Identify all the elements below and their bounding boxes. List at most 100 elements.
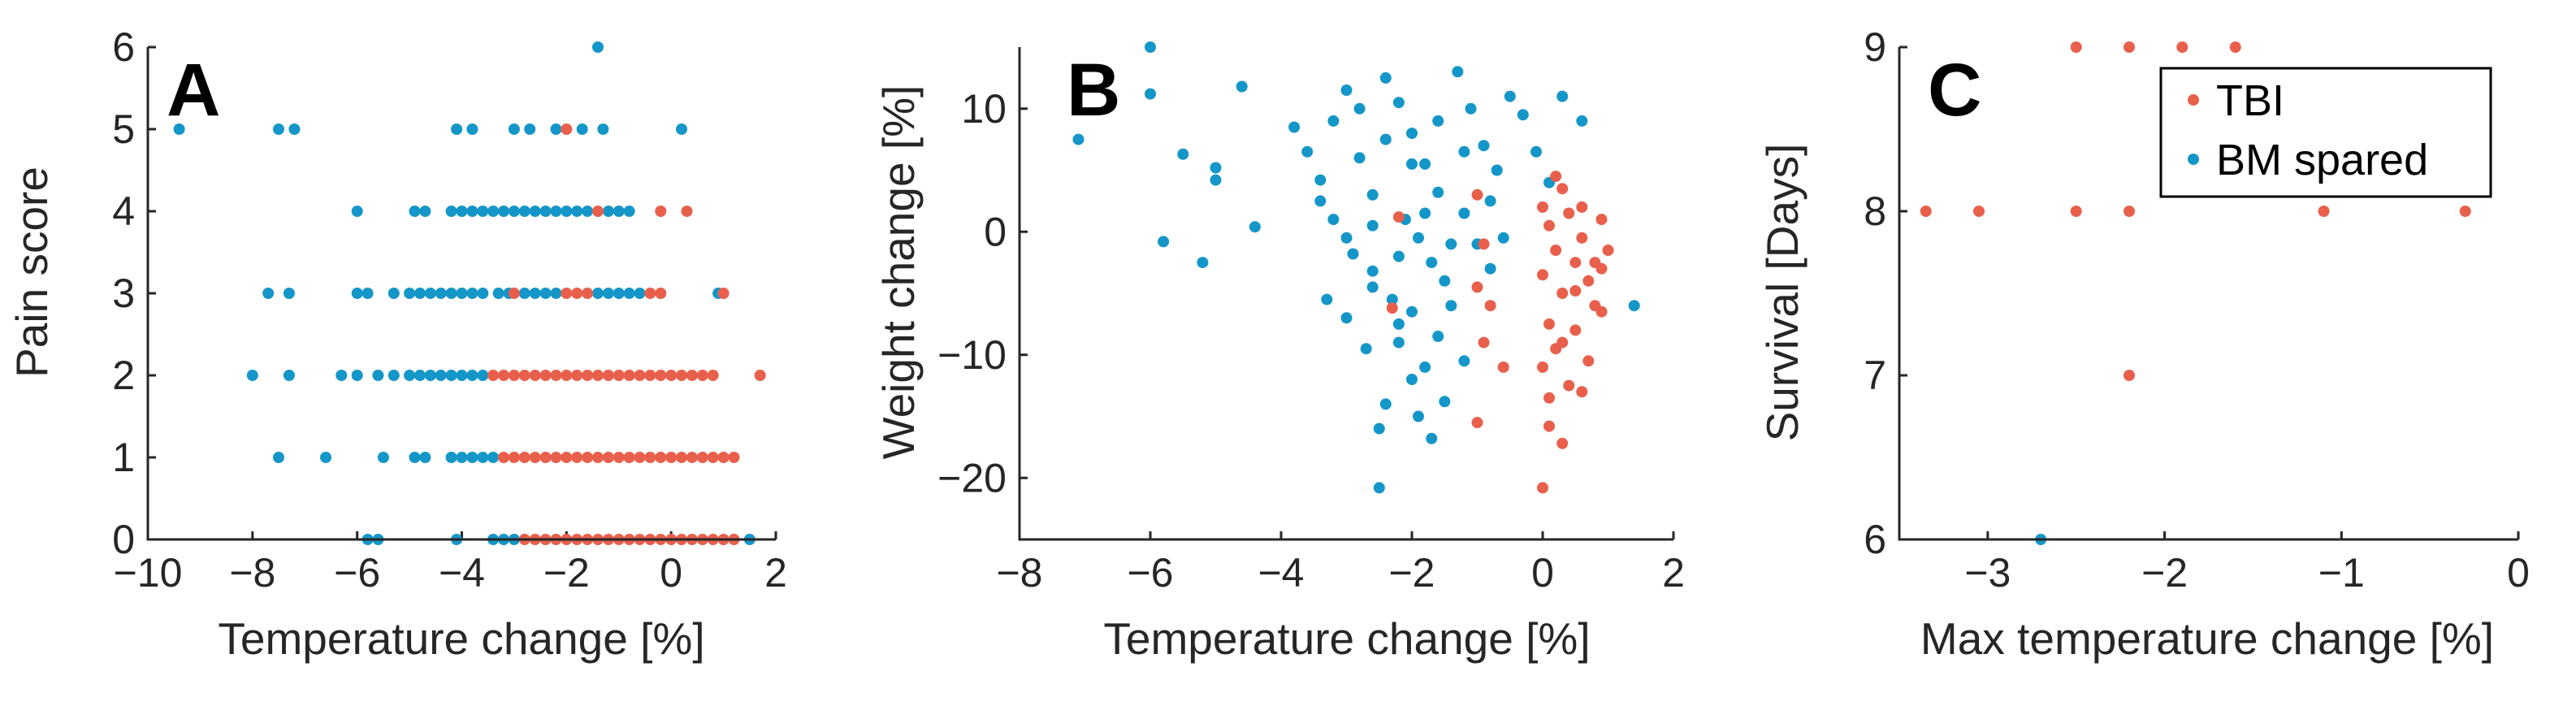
panel-a-point-bm-spared <box>320 452 331 463</box>
legend-label-tbi: TBI <box>2216 76 2284 125</box>
panel-a-x-tick-label: −8 <box>229 550 275 596</box>
panel-b-point-bm-spared <box>1406 305 1418 318</box>
panel-a-point-bm-spared <box>273 123 284 135</box>
panel-a-point-tbi <box>676 370 687 381</box>
panel-b-point-bm-spared <box>1413 232 1424 244</box>
panel-b-point-tbi <box>1556 183 1569 195</box>
panel-a-point-tbi <box>529 370 541 381</box>
panel-a-point-bm-spared <box>372 370 384 381</box>
panel-b-point-bm-spared <box>1484 195 1496 207</box>
panel-a-point-bm-spared <box>351 370 363 381</box>
panel-b-point-bm-spared <box>1445 238 1457 250</box>
panel-a-point-bm-spared <box>414 370 426 381</box>
panel-b-point-bm-spared <box>1340 232 1353 244</box>
panel-b-point-tbi <box>1543 420 1555 432</box>
panel-a-point-bm-spared <box>262 288 275 299</box>
panel-b-point-bm-spared <box>1439 275 1451 287</box>
panel-b-point-bm-spared <box>1432 331 1444 342</box>
panel-b-point-tbi <box>1537 269 1548 281</box>
panel-c-point-tbi <box>1920 206 1932 217</box>
panel-b-point-bm-spared <box>1406 374 1418 385</box>
panel-a-point-bm-spared <box>602 206 614 217</box>
panel-b-xlabel: Temperature change [%] <box>1103 613 1590 664</box>
panel-b-y-tick-label: −20 <box>937 455 1007 500</box>
panel-b-ylabel: Weight change [%] <box>873 85 924 460</box>
panel-c-point-tbi <box>2459 206 2471 217</box>
panel-a-x-tick-label: −2 <box>543 550 590 596</box>
panel-a-y-tick-label: 0 <box>112 517 135 562</box>
panel-a-point-tbi <box>623 452 635 463</box>
panel-b-point-bm-spared <box>1406 158 1418 170</box>
panel-a-point-tbi <box>717 452 730 463</box>
panel-b-point-bm-spared <box>1379 398 1392 410</box>
panel-b-axes <box>1018 47 1673 541</box>
panel-b-point-bm-spared <box>1504 90 1516 102</box>
panel-b-point-bm-spared <box>1353 152 1366 164</box>
panel-a-point-bm-spared <box>419 452 431 463</box>
panel-a-point-bm-spared <box>561 206 573 217</box>
panel-b-point-bm-spared <box>1452 66 1464 78</box>
legend: TBI BM spared <box>2159 67 2492 198</box>
panel-c: Survival [Days] −3 −2 −1 0 6 7 8 9 C Max temper… <box>1757 24 2530 664</box>
panel-b-point-tbi <box>1556 336 1569 349</box>
panel-b-point-bm-spared <box>1321 293 1333 305</box>
panel-a-point-bm-spared <box>487 206 500 217</box>
panel-a-point-tbi <box>508 370 520 381</box>
panel-b-point-bm-spared <box>1210 162 1222 174</box>
panel-b-point-bm-spared <box>1366 219 1379 232</box>
panel-a-point-bm-spared <box>435 370 447 381</box>
panel-b-point-bm-spared <box>1386 293 1398 305</box>
panel-b-point-bm-spared <box>1491 164 1503 176</box>
panel-a-point-bm-spared <box>404 370 416 381</box>
panel-a-point-tbi <box>623 370 635 381</box>
panel-a-point-tbi <box>592 370 604 381</box>
panel-a-point-tbi <box>707 370 719 381</box>
panel-c-label: C <box>1928 49 1981 132</box>
panel-b-point-tbi <box>1537 201 1548 213</box>
panel-b-point-bm-spared <box>1288 121 1301 133</box>
panel-b-point-tbi <box>1392 211 1405 223</box>
panel-a-axes <box>146 47 776 541</box>
panel-b-point-tbi <box>1471 188 1483 201</box>
panel-b-point-bm-spared <box>1458 355 1470 367</box>
legend-box <box>2159 67 2492 198</box>
panel-c-point-tbi <box>2176 41 2189 53</box>
panel-a-point-bm-spared <box>362 288 374 299</box>
panel-b-point-bm-spared <box>1340 312 1353 324</box>
panel-b-point-bm-spared <box>1072 133 1085 145</box>
panel-a-point-tbi <box>487 370 500 381</box>
panel-b-point-bm-spared <box>1301 145 1314 158</box>
panel-b-point-bm-spared <box>1327 214 1340 226</box>
panel-b-point-bm-spared <box>1366 281 1379 293</box>
panel-a-point-tbi <box>686 370 698 381</box>
panel-a-point-bm-spared <box>273 452 284 463</box>
panel-b-y-tick-label: 0 <box>984 209 1007 254</box>
panel-b-point-tbi <box>1537 361 1548 373</box>
legend-label-bm-spared: BM spared <box>2216 136 2428 184</box>
panel-b-point-bm-spared <box>1197 257 1209 269</box>
panel-a-y-tick-label: 5 <box>112 106 135 152</box>
panel-b-point-tbi <box>1543 318 1555 330</box>
panel-b-point-tbi <box>1556 288 1569 299</box>
panel-b-point-bm-spared <box>1392 97 1405 109</box>
panel-b-point-bm-spared <box>1432 186 1444 198</box>
panel-a-point-bm-spared <box>613 288 625 299</box>
panel-b-point-bm-spared <box>1628 300 1640 312</box>
panel-b-point-bm-spared <box>1340 84 1353 96</box>
panel-b-point-tbi <box>1543 219 1555 232</box>
panel-a-point-bm-spared <box>676 123 687 135</box>
panel-a-point-bm-spared <box>466 288 478 299</box>
panel-a-point-tbi <box>655 206 667 217</box>
panel-a-point-bm-spared <box>550 206 562 217</box>
panel-a-point-bm-spared <box>571 206 583 217</box>
panel-b-point-tbi <box>1569 285 1582 297</box>
panel-a-point-bm-spared <box>351 206 363 217</box>
panel-a-point-bm-spared <box>518 288 530 299</box>
panel-b-point-bm-spared <box>1419 158 1431 170</box>
panel-b-point-tbi <box>1589 257 1601 269</box>
panel-c-ylabel: Survival [Days] <box>1757 144 1808 442</box>
panel-a-y-tick-label: 1 <box>112 435 135 480</box>
panel-a-point-bm-spared <box>173 123 185 135</box>
legend-marker-bm-spared <box>2188 154 2199 165</box>
